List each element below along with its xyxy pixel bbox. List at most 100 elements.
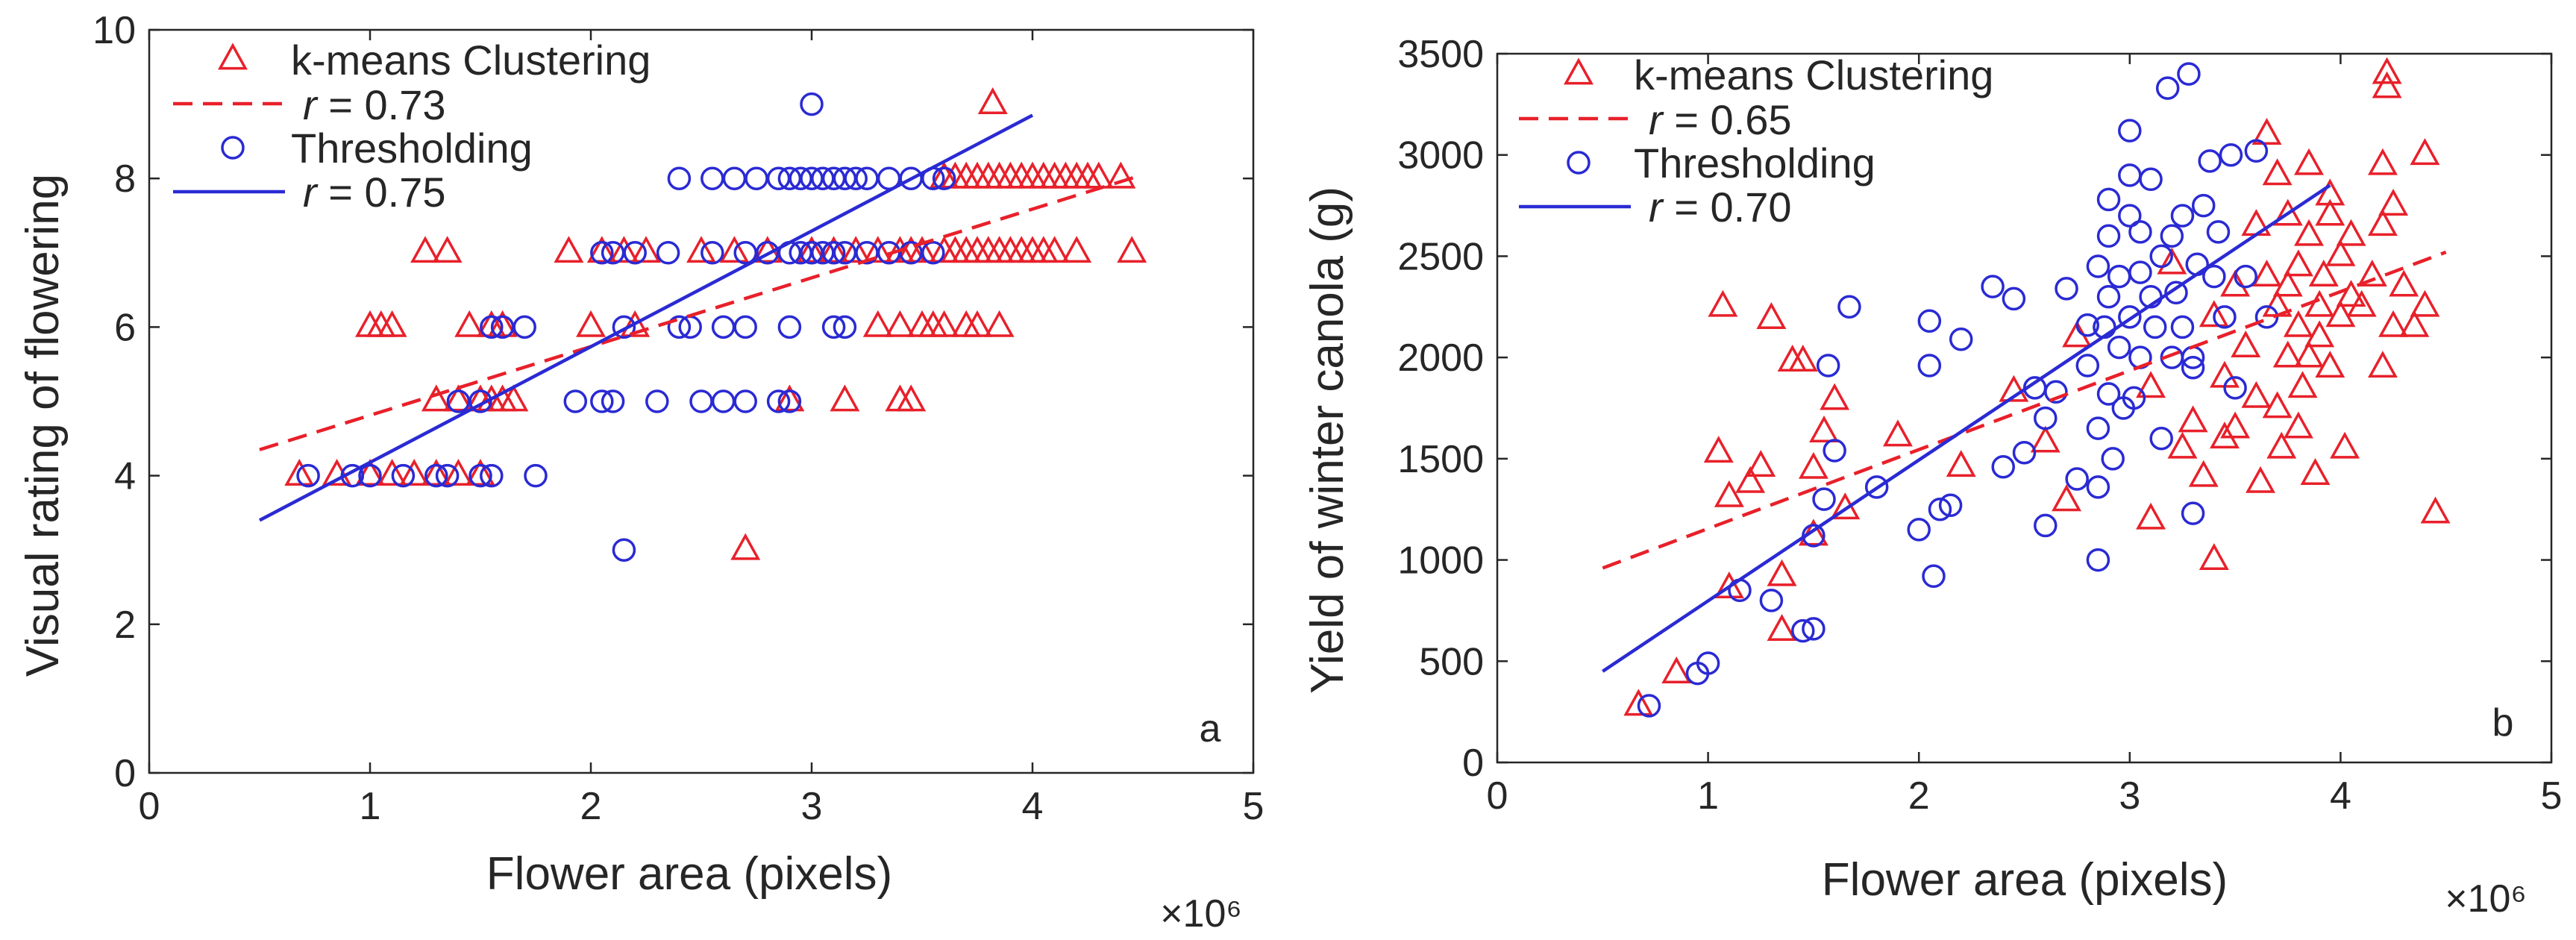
threshold-point bbox=[2149, 426, 2173, 451]
kmeans-point bbox=[2420, 496, 2451, 524]
kmeans-fit-line bbox=[259, 173, 1144, 451]
kmeans-point bbox=[862, 310, 893, 337]
threshold-point bbox=[844, 166, 868, 190]
kmeans-point bbox=[1946, 450, 1976, 477]
kmeans-point bbox=[2136, 502, 2166, 530]
kmeans-point bbox=[2283, 310, 2313, 337]
threshold-point bbox=[2034, 513, 2058, 538]
threshold-point bbox=[2223, 376, 2247, 400]
panel-a-legend-threshold-r: r = 0.75 bbox=[303, 169, 445, 216]
threshold-point bbox=[480, 315, 504, 339]
kmeans-point bbox=[1714, 480, 1744, 507]
kmeans-point bbox=[2410, 289, 2440, 317]
threshold-point bbox=[2177, 62, 2201, 86]
kmeans-point bbox=[1882, 419, 1913, 447]
kmeans-point bbox=[962, 310, 992, 337]
threshold-point bbox=[2012, 440, 2037, 465]
threshold-point bbox=[667, 166, 692, 190]
kmeans-point bbox=[2157, 247, 2187, 275]
threshold-point bbox=[1816, 354, 1840, 377]
plot-frame bbox=[1496, 52, 2553, 764]
kmeans-point bbox=[841, 236, 871, 263]
threshold-point bbox=[821, 315, 846, 339]
threshold-point bbox=[1981, 275, 2005, 298]
threshold-point bbox=[358, 463, 382, 488]
kmeans-point bbox=[1756, 301, 1787, 329]
threshold-point bbox=[2139, 167, 2163, 192]
legend-circle-icon bbox=[221, 136, 245, 160]
threshold-point bbox=[612, 538, 636, 562]
kmeans-point bbox=[2136, 371, 2166, 398]
kmeans-point bbox=[410, 236, 440, 263]
threshold-point bbox=[623, 241, 647, 265]
kmeans-point bbox=[977, 87, 1008, 114]
threshold-point bbox=[2118, 305, 2142, 329]
threshold-point bbox=[2219, 142, 2243, 167]
kmeans-point bbox=[2367, 148, 2398, 175]
threshold-point bbox=[1917, 354, 1942, 377]
threshold-point bbox=[1949, 327, 1973, 351]
threshold-point bbox=[1812, 487, 1836, 511]
kmeans-point bbox=[1787, 344, 1818, 372]
y-tick-label: 6 bbox=[114, 306, 136, 349]
threshold-point bbox=[1802, 617, 1826, 641]
threshold-point bbox=[2002, 286, 2026, 311]
threshold-point bbox=[645, 389, 669, 413]
kmeans-point bbox=[284, 459, 315, 486]
threshold-fit-line bbox=[1602, 184, 2331, 673]
threshold-point bbox=[296, 463, 320, 488]
y-tick-label: 1500 bbox=[1397, 438, 1484, 481]
threshold-point bbox=[2086, 416, 2110, 440]
threshold-point bbox=[391, 463, 416, 488]
kmeans-point bbox=[432, 236, 463, 263]
x-tick-label: 1 bbox=[1697, 774, 1719, 818]
threshold-point bbox=[590, 389, 614, 413]
panel-b-legend-kmeans: k-means Clustering bbox=[1634, 51, 1993, 98]
threshold-point bbox=[2244, 139, 2269, 163]
y-tick-label: 1000 bbox=[1397, 539, 1484, 583]
x-tick-label: 4 bbox=[1022, 785, 1044, 828]
threshold-point bbox=[480, 463, 504, 488]
threshold-point bbox=[2181, 355, 2205, 380]
kmeans-point bbox=[2399, 310, 2430, 337]
kmeans-point bbox=[443, 459, 474, 486]
kmeans-point bbox=[1746, 450, 1776, 477]
threshold-point bbox=[1791, 618, 1815, 643]
kmeans-point bbox=[830, 384, 860, 412]
x-tick-label: 3 bbox=[2119, 774, 2140, 818]
kmeans-point bbox=[487, 310, 518, 337]
threshold-point bbox=[1922, 564, 1946, 589]
kmeans-point bbox=[2330, 431, 2360, 459]
threshold-point bbox=[733, 315, 757, 339]
kmeans-point bbox=[2304, 320, 2335, 348]
threshold-point bbox=[2065, 467, 2089, 491]
threshold-point bbox=[821, 241, 846, 265]
panel-a-plot: 0 1 2 3 4 5 0 2 4 6 8 10 bbox=[93, 9, 1264, 828]
kmeans-point bbox=[2199, 300, 2229, 328]
threshold-point bbox=[2101, 447, 2125, 471]
panel-b-ylabel: Yield of winter canola (g) bbox=[1302, 187, 1353, 694]
kmeans-point bbox=[2283, 411, 2313, 439]
panel-b-xlabel: Flower area (pixels) bbox=[1822, 854, 2228, 906]
kmeans-point bbox=[2389, 269, 2419, 297]
kmeans-point bbox=[1708, 289, 1738, 317]
kmeans-point bbox=[2262, 391, 2293, 419]
kmeans-point bbox=[2272, 198, 2303, 226]
panel-a-x-exponent: ×10⁶ bbox=[1160, 892, 1242, 936]
kmeans-point bbox=[818, 236, 849, 263]
threshold-point bbox=[612, 315, 636, 339]
kmeans-point bbox=[2325, 239, 2356, 266]
threshold-point bbox=[2055, 277, 2078, 301]
threshold-point bbox=[2086, 548, 2110, 572]
kmeans-point bbox=[2336, 219, 2366, 246]
threshold-point bbox=[1759, 589, 1784, 612]
panel-a-letter: a bbox=[1200, 707, 1221, 751]
kmeans-point bbox=[2367, 209, 2398, 236]
threshold-point bbox=[2181, 501, 2205, 525]
threshold-point bbox=[2128, 260, 2152, 284]
kmeans-point bbox=[2272, 269, 2303, 297]
x-tick-label: 5 bbox=[2541, 774, 2563, 818]
y-tick-label: 2500 bbox=[1397, 235, 1484, 278]
threshold-point bbox=[2118, 119, 2142, 142]
threshold-point bbox=[766, 389, 791, 413]
